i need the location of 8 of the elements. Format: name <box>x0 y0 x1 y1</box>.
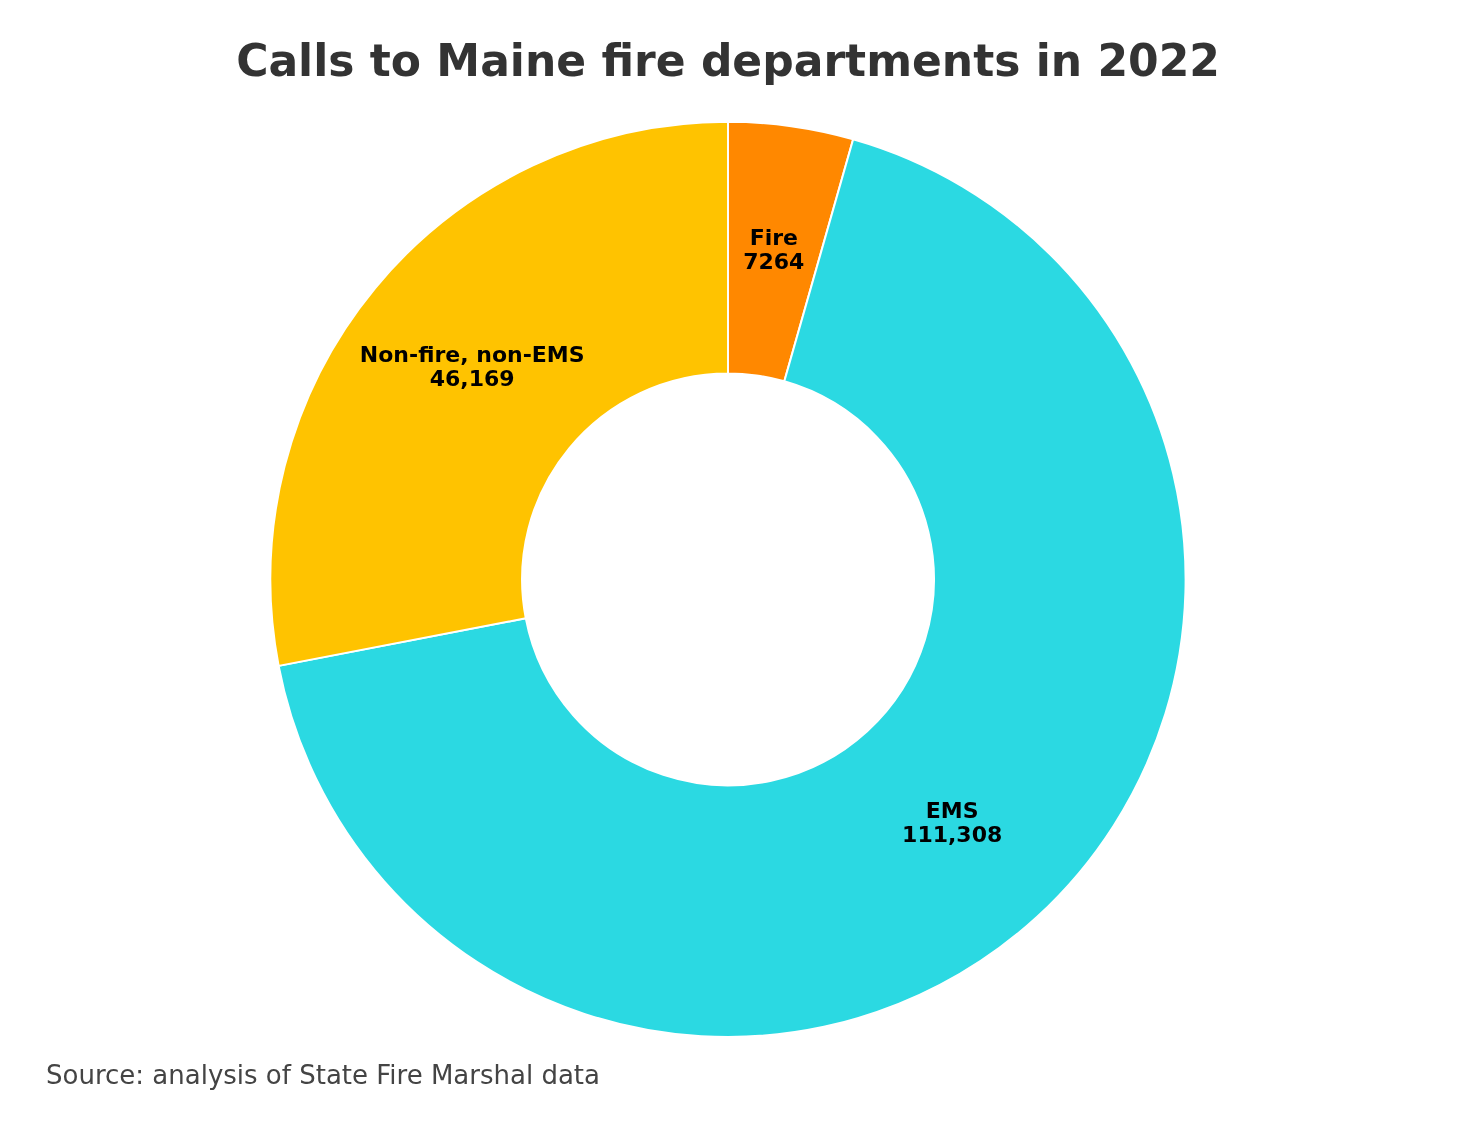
data-label: 46,169 <box>429 365 515 391</box>
data-label: 111,308 <box>902 821 1003 847</box>
data-label: 7264 <box>743 248 805 274</box>
source-note: Source: analysis of State Fire Marshal data <box>46 1060 601 1090</box>
slice-label: Non-fire, non-EMS <box>359 341 585 367</box>
slice-label: EMS <box>925 797 979 823</box>
chart-title: Calls to Maine fire departments in 2022 <box>236 34 1220 86</box>
slice-label: Fire <box>749 224 798 250</box>
